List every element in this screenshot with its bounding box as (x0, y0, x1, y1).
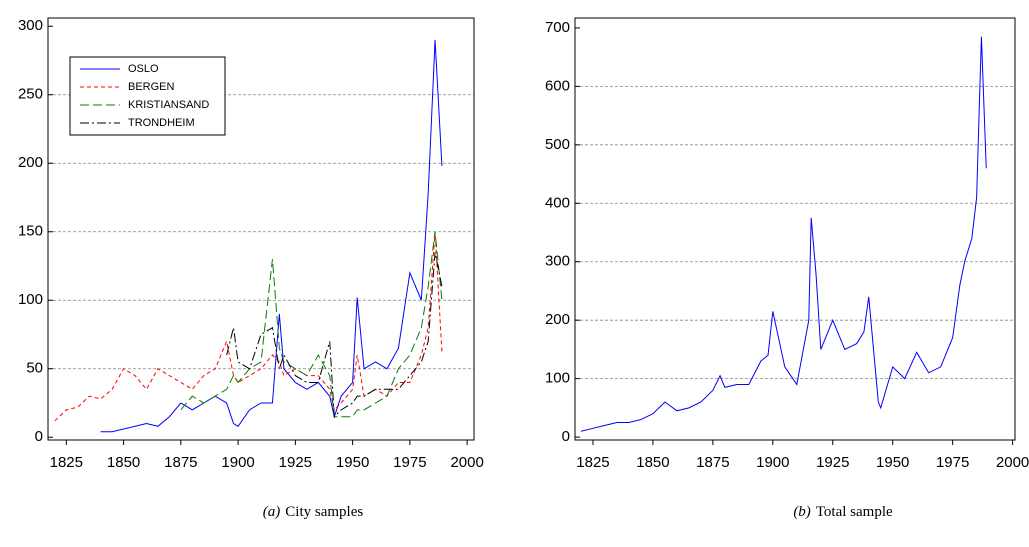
y-tick-label: 600 (545, 77, 570, 94)
caption-label: (a) (263, 504, 281, 520)
y-tick-label: 700 (545, 19, 570, 36)
caption-label: (b) (793, 504, 811, 520)
x-tick-label: 1975 (393, 454, 426, 471)
caption: (a) City samples (263, 504, 364, 520)
y-tick-label: 200 (18, 154, 43, 171)
legend: OSLO BERGEN KRISTIANSAND TRONDHEIM (69, 56, 226, 136)
x-tick-label: 1950 (336, 454, 369, 471)
x-tick-label: 1950 (876, 454, 909, 471)
y-tick-label: 250 (18, 86, 43, 103)
y-tick-label: 200 (545, 311, 570, 328)
x-tick-label: 1875 (164, 454, 197, 471)
plot-frame (574, 17, 1016, 441)
x-tick-label: 1825 (50, 454, 83, 471)
x-tick-label: 1825 (576, 454, 609, 471)
caption: (b) Total sample (793, 504, 893, 520)
y-tick-label: 100 (18, 291, 43, 308)
y-tick-label: 300 (545, 253, 570, 270)
y-tick-label: 150 (18, 223, 43, 240)
y-tick-label: 100 (545, 370, 570, 387)
legend-label: BERGEN (128, 81, 175, 93)
series-line (54, 231, 443, 422)
x-tick-label: 2000 (996, 454, 1029, 471)
legend-label: OSLO (128, 63, 159, 75)
series-line (580, 36, 987, 432)
x-tick-label: 1925 (816, 454, 849, 471)
series-line (100, 39, 443, 433)
y-tick-label: 0 (562, 428, 570, 445)
x-tick-label: 2000 (450, 454, 483, 471)
x-tick-label: 1925 (279, 454, 312, 471)
legend-box (69, 56, 226, 136)
legend-label: TRONDHEIM (128, 117, 195, 129)
y-tick-label: 400 (545, 194, 570, 211)
plot-frame (47, 17, 475, 441)
x-tick-label: 1850 (107, 454, 140, 471)
x-tick-label: 1900 (756, 454, 789, 471)
y-tick-label: 0 (35, 428, 43, 445)
y-tick-label: 300 (18, 17, 43, 34)
series-line (226, 252, 443, 418)
legend-label: KRISTIANSAND (128, 99, 209, 111)
y-tick-label: 50 (26, 360, 43, 377)
x-tick-label: 1900 (221, 454, 254, 471)
caption-text: City samples (285, 504, 363, 520)
series-line (180, 231, 443, 418)
y-tick-label: 500 (545, 136, 570, 153)
x-tick-label: 1975 (936, 454, 969, 471)
caption-text: Total sample (816, 504, 893, 520)
x-tick-label: 1875 (696, 454, 729, 471)
x-tick-label: 1850 (636, 454, 669, 471)
